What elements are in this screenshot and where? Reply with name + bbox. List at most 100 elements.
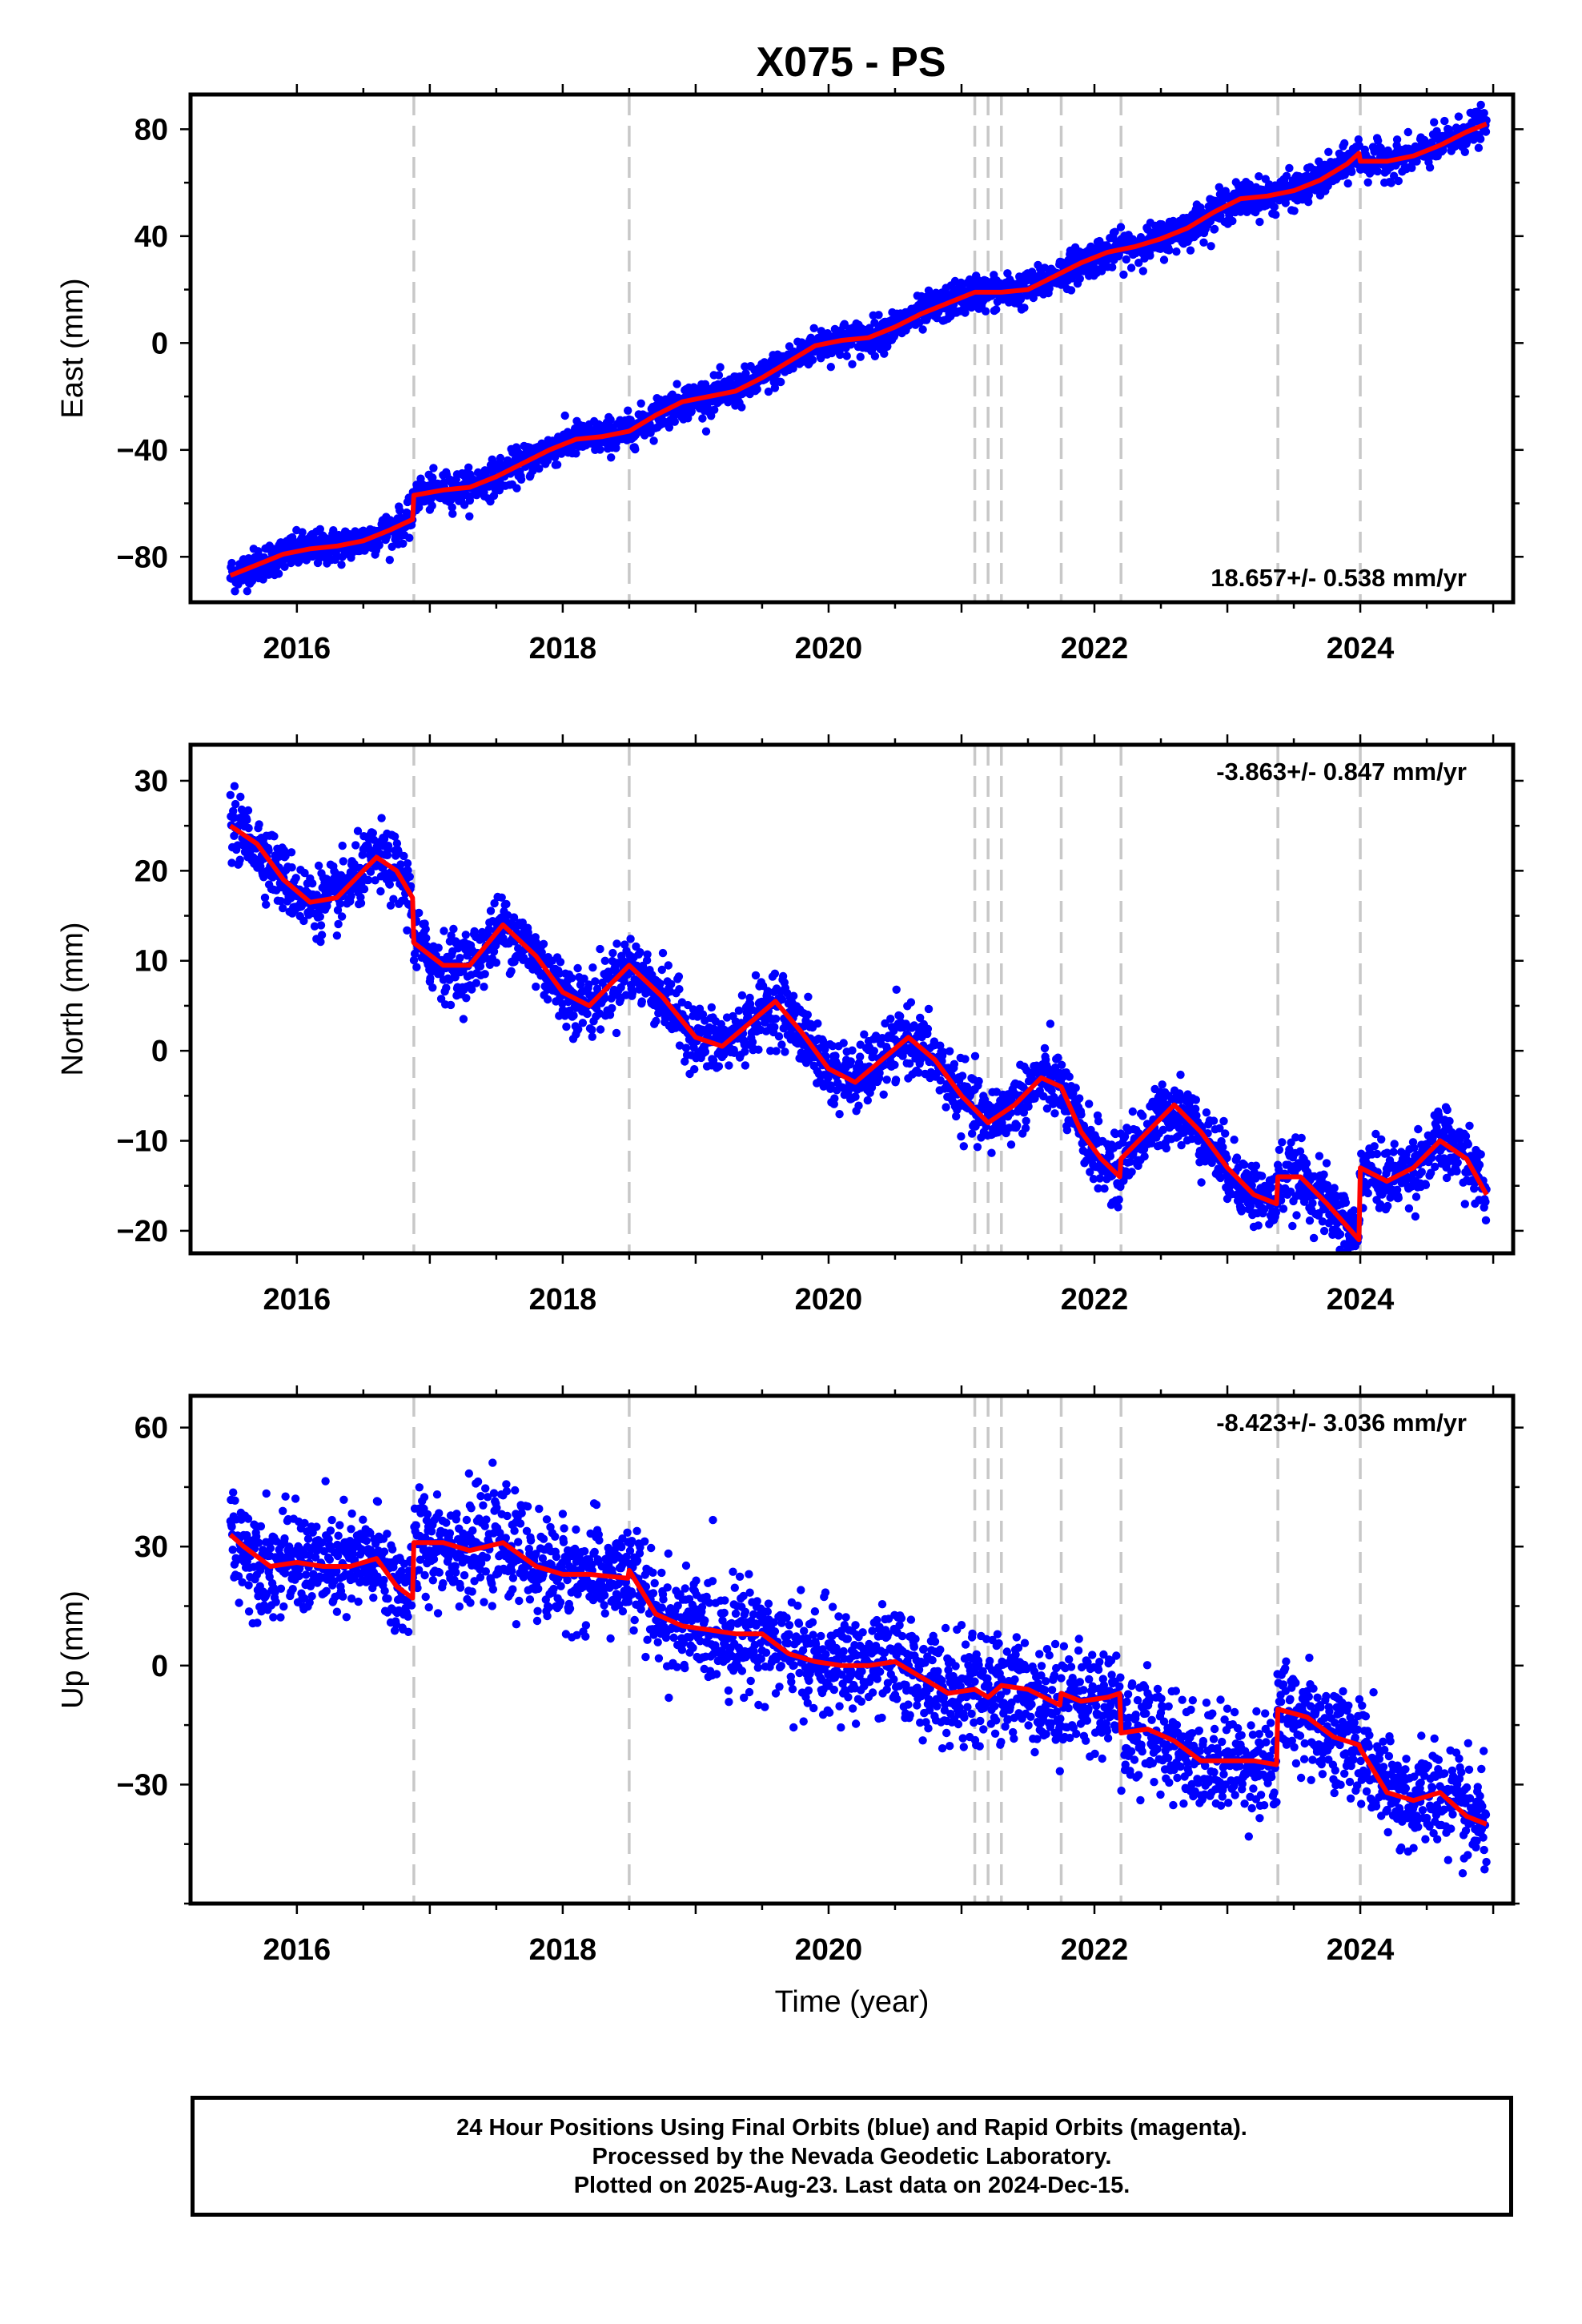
data-point <box>620 940 629 949</box>
data-point <box>1192 1111 1201 1120</box>
data-point <box>329 526 338 535</box>
velocity-label: 18.657+/- 0.538 mm/yr <box>1211 564 1467 592</box>
data-point <box>1054 1053 1062 1062</box>
data-point <box>260 893 270 903</box>
data-point <box>255 820 263 829</box>
data-point <box>1086 1168 1094 1176</box>
data-point <box>368 829 377 838</box>
data-point <box>881 1019 889 1028</box>
data-point <box>1394 176 1403 186</box>
data-point <box>1075 274 1085 283</box>
data-point <box>741 1061 750 1070</box>
data-point <box>314 861 323 870</box>
data-point <box>813 1019 822 1028</box>
data-point <box>856 352 865 361</box>
data-point <box>422 934 431 943</box>
y-tick-label: 0 <box>151 327 168 360</box>
data-point <box>484 925 493 934</box>
data-point <box>777 377 785 387</box>
data-point <box>710 405 719 414</box>
data-point <box>1172 247 1181 256</box>
data-point <box>658 948 668 958</box>
model-fit-line <box>229 121 1488 578</box>
data-point <box>480 983 488 991</box>
data-point <box>624 406 632 415</box>
data-point <box>1116 223 1126 231</box>
data-point <box>492 958 501 967</box>
data-point <box>518 918 527 927</box>
data-point <box>1343 179 1352 188</box>
data-point <box>612 1028 621 1038</box>
y-tick-label: 40 <box>135 220 168 254</box>
data-point <box>229 806 238 815</box>
data-point <box>764 387 773 396</box>
data-point <box>449 924 458 934</box>
data-point <box>447 931 456 940</box>
data-point <box>244 823 253 833</box>
data-point <box>459 1015 468 1023</box>
data-point <box>906 998 916 1007</box>
data-point <box>914 1068 923 1077</box>
data-point <box>1042 1104 1052 1113</box>
data-point <box>572 449 580 458</box>
data-point <box>404 866 412 875</box>
data-point <box>580 974 588 983</box>
data-point <box>227 558 236 568</box>
x-tick-label: 2020 <box>795 632 863 665</box>
data-point <box>600 956 609 966</box>
data-point <box>1085 1100 1094 1108</box>
data-point <box>737 403 746 412</box>
data-point <box>637 997 646 1006</box>
data-point <box>485 960 495 970</box>
data-point <box>405 872 414 882</box>
data-point <box>351 841 360 850</box>
data-point <box>302 556 311 565</box>
data-point <box>502 899 511 909</box>
data-point <box>489 491 499 501</box>
data-point <box>396 860 405 869</box>
data-point <box>1158 1080 1166 1089</box>
data-point <box>636 948 644 957</box>
data-point <box>643 950 652 959</box>
data-point <box>1476 100 1485 110</box>
data-point <box>316 937 325 947</box>
data-point <box>333 906 343 915</box>
data-point <box>359 885 369 894</box>
data-point <box>1110 227 1119 236</box>
data-point <box>1270 203 1279 211</box>
data-point <box>1347 167 1356 176</box>
data-point <box>664 961 673 970</box>
data-point <box>1045 284 1054 293</box>
data-point <box>396 506 404 515</box>
data-point <box>1097 267 1106 275</box>
data-point <box>1403 127 1413 137</box>
data-point <box>243 815 251 825</box>
data-point <box>1281 199 1291 207</box>
data-point <box>468 985 476 994</box>
data-point <box>403 858 412 868</box>
data-point <box>1057 1060 1066 1070</box>
data-point <box>231 587 239 596</box>
data-point <box>1177 1140 1186 1150</box>
data-point <box>1304 198 1313 207</box>
data-point <box>1186 246 1195 255</box>
data-point <box>574 1025 583 1034</box>
data-point <box>670 417 679 426</box>
data-point <box>1480 109 1488 118</box>
data-point <box>1100 1184 1109 1193</box>
data-point <box>869 1047 879 1055</box>
y-axis-label: East (mm) <box>56 278 90 418</box>
y-tick-label: −40 <box>117 434 168 468</box>
data-point <box>480 970 489 979</box>
data-point <box>353 826 363 835</box>
data-point <box>230 782 239 790</box>
data-point <box>1126 1157 1135 1166</box>
data-point <box>626 935 635 943</box>
data-point <box>279 903 287 913</box>
data-point <box>778 971 788 981</box>
data-point <box>636 399 645 408</box>
data-point <box>1255 217 1264 227</box>
data-point <box>1207 242 1215 251</box>
data-point <box>1165 246 1174 255</box>
data-point <box>1114 1203 1122 1212</box>
